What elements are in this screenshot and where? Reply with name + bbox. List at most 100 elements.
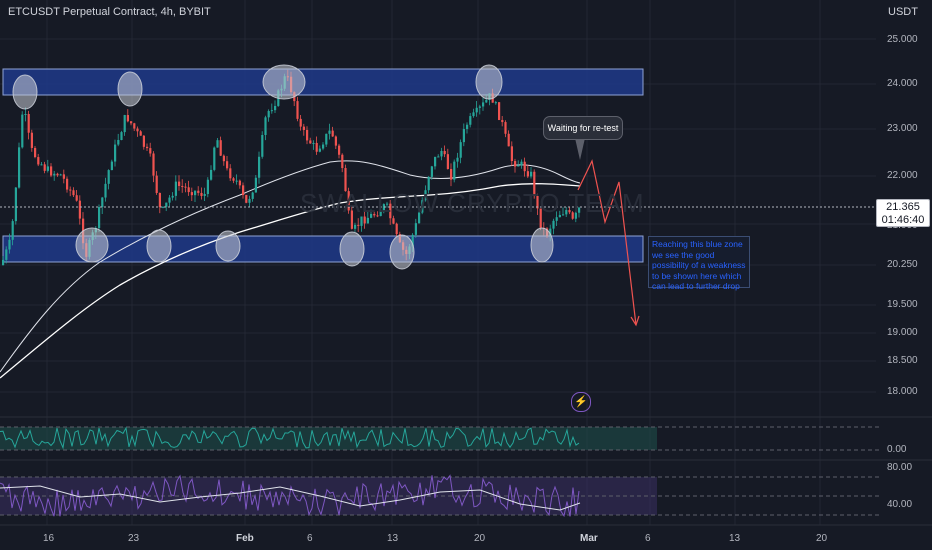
candle-body bbox=[507, 133, 510, 147]
candle-body bbox=[2, 259, 5, 265]
price-axis-label: 25.000 bbox=[887, 34, 918, 45]
candle-body bbox=[379, 210, 382, 217]
candle-body bbox=[30, 132, 33, 148]
candle-body bbox=[66, 178, 69, 190]
candle-body bbox=[43, 164, 46, 171]
candle-body bbox=[264, 117, 267, 135]
candle-body bbox=[149, 148, 152, 154]
candle-body bbox=[120, 132, 123, 141]
candle-body bbox=[261, 134, 264, 157]
candle-body bbox=[200, 192, 203, 196]
candle-body bbox=[440, 150, 443, 157]
candle-body bbox=[78, 200, 81, 219]
marker-circle bbox=[389, 234, 415, 270]
moving-average-fast bbox=[0, 160, 581, 373]
lightning-icon[interactable]: ⚡ bbox=[571, 392, 591, 412]
candle-body bbox=[146, 146, 149, 149]
candle-body bbox=[162, 206, 165, 208]
candle-body bbox=[373, 213, 376, 216]
candle-body bbox=[360, 216, 363, 226]
candle-body bbox=[312, 142, 315, 144]
candle-body bbox=[206, 179, 209, 194]
candle-body bbox=[552, 220, 555, 229]
candle-body bbox=[354, 224, 357, 229]
candle-body bbox=[437, 156, 440, 158]
candle-body bbox=[168, 197, 171, 203]
projection-arrowhead bbox=[630, 315, 640, 327]
candle-body bbox=[318, 148, 321, 152]
marker-circle bbox=[475, 64, 503, 100]
symbol-title[interactable]: ETCUSDT Perpetual Contract, 4h, BYBIT bbox=[8, 6, 211, 18]
time-axis-label: 23 bbox=[128, 533, 140, 544]
candle-body bbox=[430, 166, 433, 177]
candle-body bbox=[254, 177, 257, 193]
candle-body bbox=[555, 217, 558, 221]
candle-body bbox=[210, 169, 213, 180]
candle-body bbox=[485, 99, 488, 103]
candle-body bbox=[123, 115, 126, 133]
candle-body bbox=[443, 150, 446, 155]
price-axis-label: 18.500 bbox=[887, 355, 918, 366]
candle-body bbox=[101, 197, 104, 208]
rsi-signal-line bbox=[0, 485, 581, 511]
candle-body bbox=[14, 187, 17, 222]
candle-body bbox=[21, 114, 24, 148]
candle-body bbox=[472, 112, 475, 117]
candle-body bbox=[389, 203, 392, 219]
candle-body bbox=[229, 168, 232, 179]
candle-body bbox=[8, 239, 11, 250]
candle-body bbox=[539, 208, 542, 228]
time-axis-label: 20 bbox=[816, 533, 828, 544]
candle-body bbox=[62, 174, 65, 179]
candle-body bbox=[338, 145, 341, 155]
candle-body bbox=[469, 116, 472, 125]
price-axis-label: 20.250 bbox=[887, 259, 918, 270]
candle-body bbox=[248, 198, 251, 203]
price-axis-label: 23.000 bbox=[887, 123, 918, 134]
marker-circle bbox=[75, 227, 109, 263]
time-axis-label: 6 bbox=[645, 533, 651, 544]
candle-body bbox=[363, 216, 366, 224]
time-axis-label: 16 bbox=[43, 533, 55, 544]
marker-circle bbox=[215, 230, 241, 262]
candle-body bbox=[386, 203, 389, 205]
candle-body bbox=[226, 161, 229, 169]
candle-body bbox=[427, 176, 430, 191]
price-axis-label: 19.000 bbox=[887, 327, 918, 338]
candle-body bbox=[450, 169, 453, 180]
time-axis-label: Feb bbox=[236, 533, 254, 544]
candle-body bbox=[395, 223, 398, 235]
analysis-note[interactable]: Reaching this blue zone we see the good … bbox=[648, 236, 750, 291]
candle-body bbox=[421, 200, 424, 213]
price-axis-label: 22.000 bbox=[887, 170, 918, 181]
price-axis-label: 19.500 bbox=[887, 299, 918, 310]
candle-body bbox=[158, 192, 161, 207]
resistance-zone[interactable] bbox=[2, 68, 644, 96]
time-axis-label: 6 bbox=[307, 533, 313, 544]
candle-body bbox=[357, 224, 360, 226]
candle-body bbox=[242, 185, 245, 196]
candle-body bbox=[411, 234, 414, 247]
candle-body bbox=[446, 154, 449, 170]
candle-body bbox=[258, 156, 261, 178]
candle-body bbox=[558, 214, 561, 218]
candle-body bbox=[190, 192, 193, 196]
candle-body bbox=[37, 157, 40, 165]
candle-body bbox=[24, 114, 27, 116]
marker-circle bbox=[146, 229, 172, 263]
candle-body bbox=[498, 102, 501, 120]
candle-body bbox=[171, 195, 174, 198]
candle-body bbox=[184, 186, 187, 188]
rsi-line bbox=[0, 474, 580, 518]
candle-body bbox=[213, 147, 216, 170]
candle-body bbox=[194, 190, 197, 196]
candle-body bbox=[114, 144, 117, 162]
retest-callout[interactable]: Waiting for re-test bbox=[543, 116, 623, 140]
candle-body bbox=[56, 173, 59, 176]
candle-body bbox=[341, 154, 344, 169]
candle-body bbox=[178, 181, 181, 186]
rsi-axis-label: 40.00 bbox=[887, 499, 913, 510]
price-axis-label: 18.000 bbox=[887, 386, 918, 397]
candle-body bbox=[571, 212, 574, 219]
